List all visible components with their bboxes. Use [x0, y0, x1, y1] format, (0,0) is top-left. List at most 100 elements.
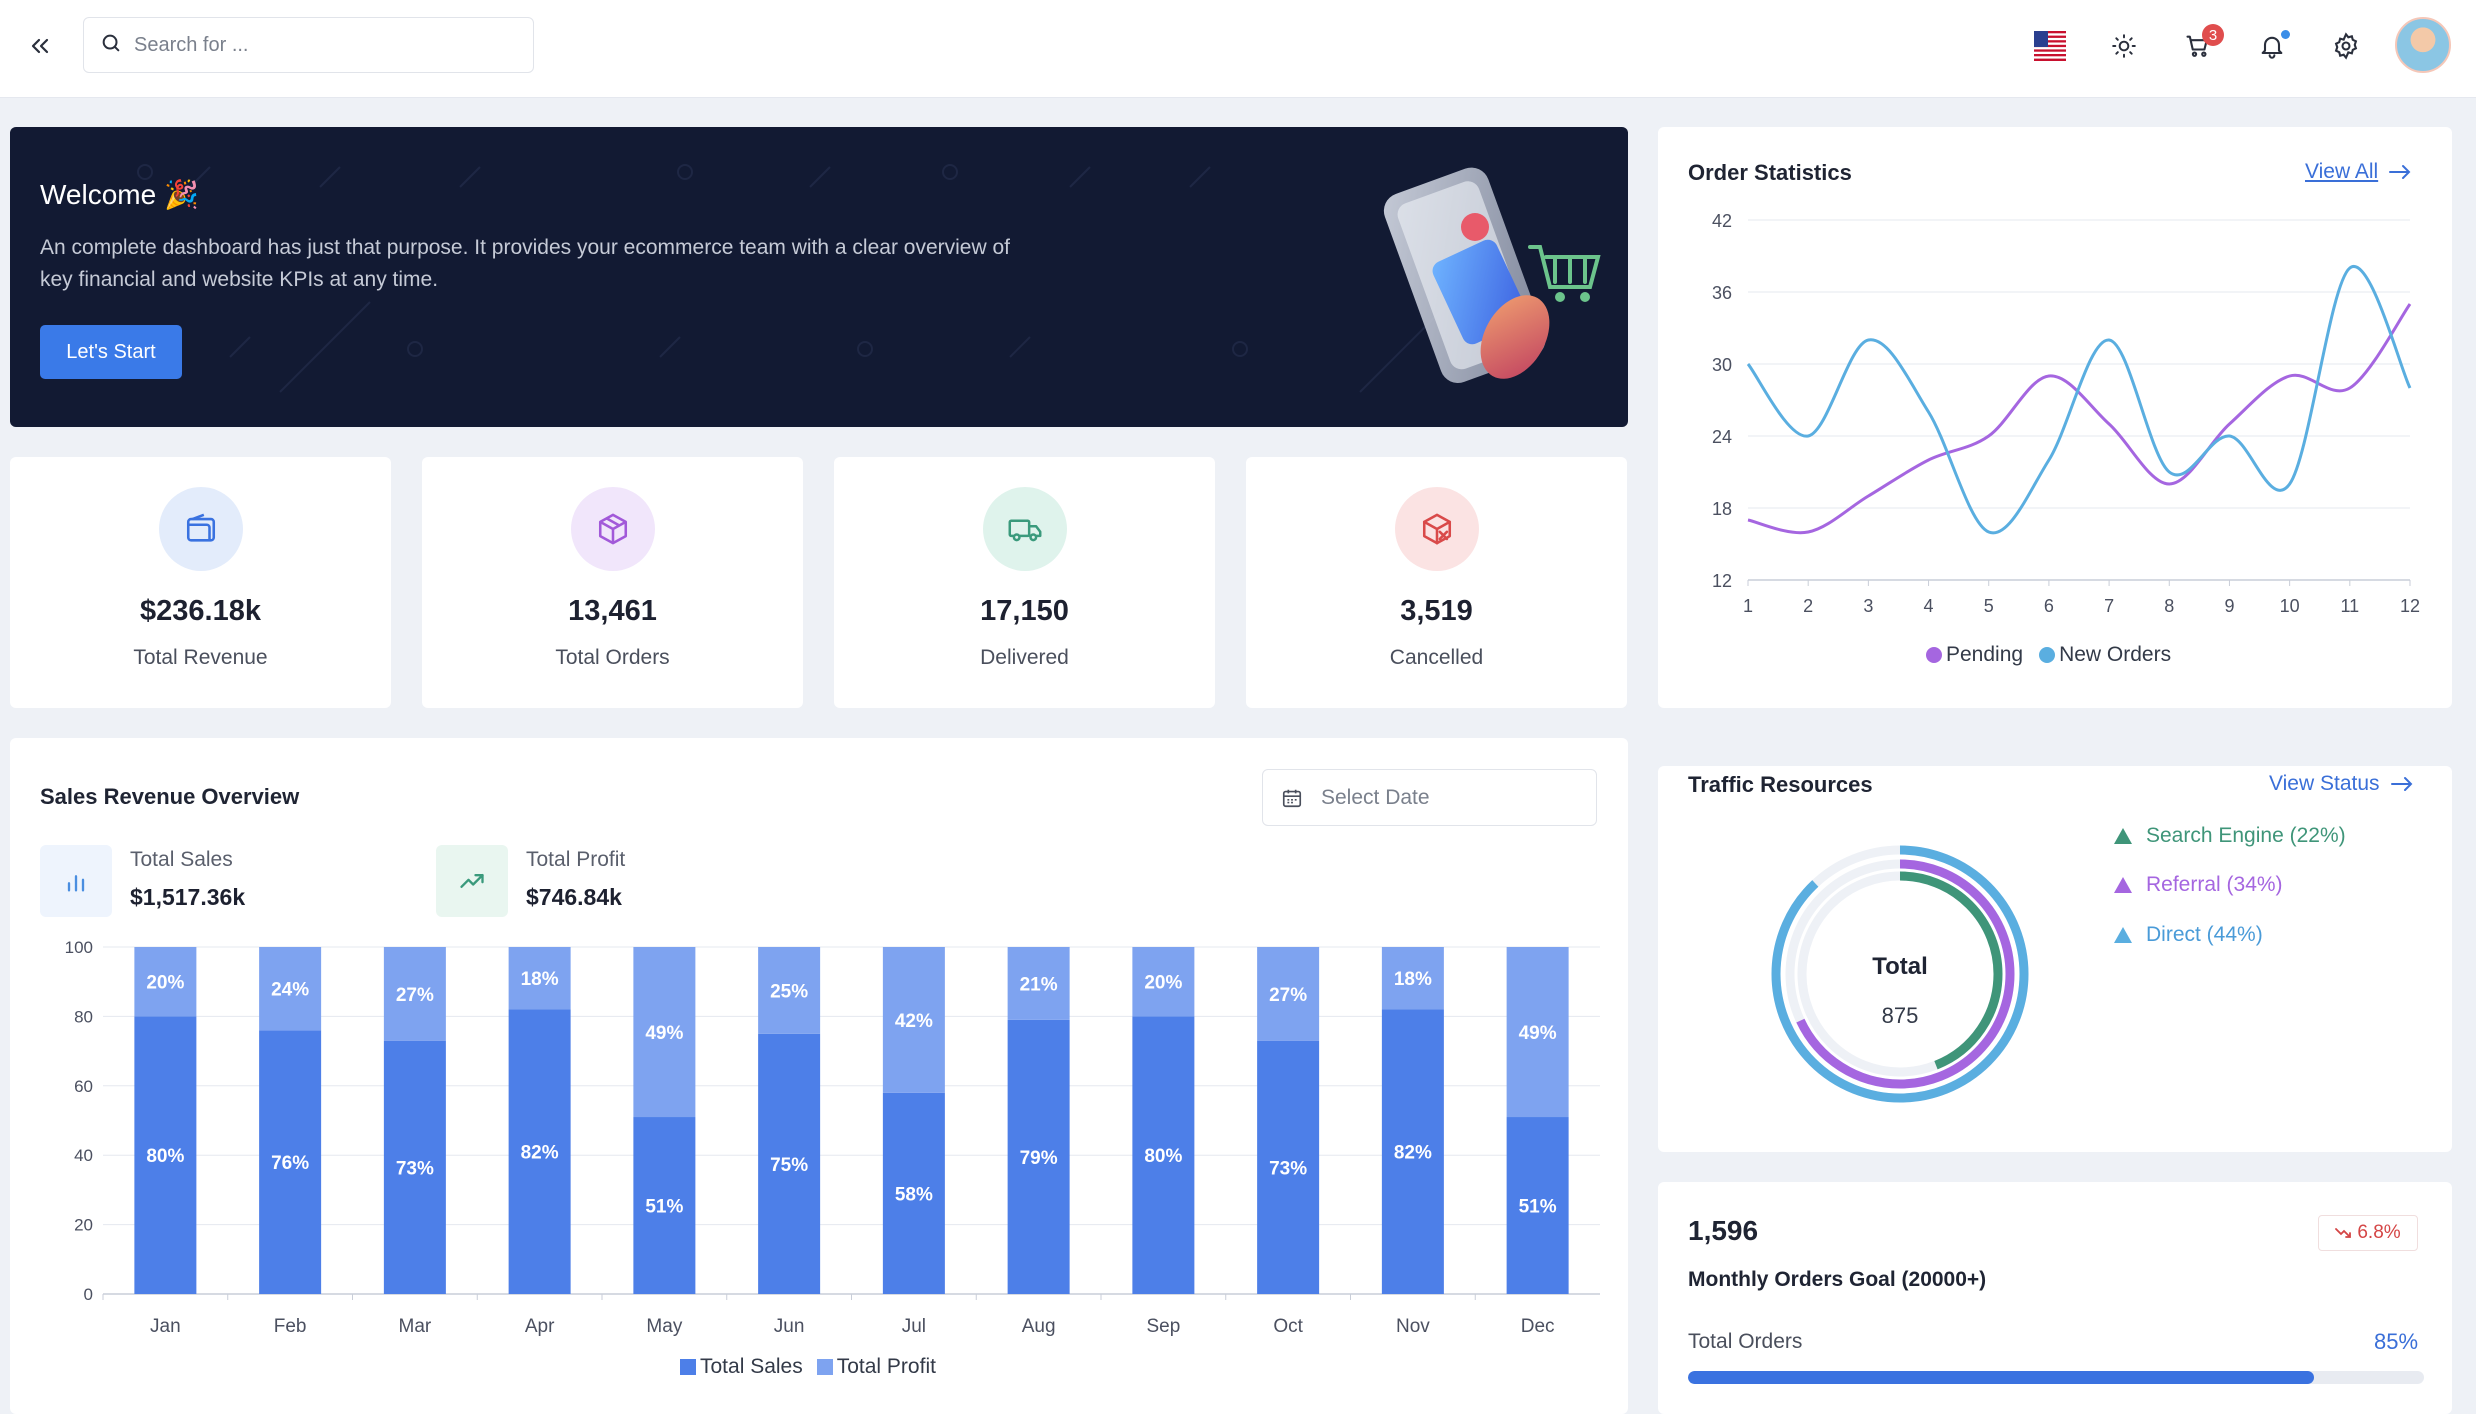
goal-progress-fill	[1688, 1371, 2314, 1384]
triangle-up-icon	[2114, 927, 2132, 943]
x-tick-label: Oct	[1273, 1316, 1303, 1337]
change-badge: 6.8%	[2318, 1215, 2418, 1251]
chevrons-left-icon[interactable]	[20, 26, 60, 66]
select-date-placeholder: Select Date	[1321, 785, 1430, 809]
legend-new-orders[interactable]: New Orders	[2039, 643, 2171, 667]
bar-total-profit	[1007, 947, 1070, 1020]
bar-total-sales	[134, 1016, 197, 1294]
bar-total-profit	[134, 947, 197, 1017]
bar-total-profit	[383, 947, 446, 1041]
stat-card-total-revenue: $236.18k Total Revenue	[10, 457, 391, 708]
bar-total-sales	[1506, 1117, 1569, 1294]
x-tick-label: 12	[2400, 596, 2420, 616]
search-input[interactable]	[134, 33, 494, 57]
bar-data-label: 27%	[396, 985, 434, 1006]
y-tick-label: 20	[74, 1216, 93, 1235]
bar-total-profit	[758, 947, 821, 1034]
bell-icon[interactable]	[2248, 22, 2296, 70]
x-tick-label: Apr	[525, 1316, 555, 1337]
sales-revenue-title: Sales Revenue Overview	[40, 784, 300, 809]
y-tick-label: 80	[74, 1007, 93, 1026]
total-sales-value: $1,517.36k	[130, 884, 246, 910]
select-date-input[interactable]: Select Date	[1262, 769, 1597, 826]
bar-total-profit	[882, 947, 945, 1093]
lets-start-button[interactable]: Let's Start	[40, 325, 182, 379]
cart-badge: 3	[2202, 24, 2224, 46]
x-tick-label: Nov	[1396, 1316, 1430, 1337]
trending-down-icon	[2335, 1228, 2352, 1238]
bar-data-label: 79%	[1020, 1148, 1058, 1169]
welcome-banner: Welcome 🎉 An complete dashboard has just…	[10, 127, 1628, 427]
avatar[interactable]	[2395, 17, 2451, 73]
y-tick-label: 100	[65, 938, 93, 957]
bar-data-label: 49%	[645, 1023, 683, 1044]
top-bar: 3	[0, 0, 2476, 98]
stat-label: Delivered	[980, 646, 1069, 669]
bar-data-label: 80%	[1144, 1146, 1182, 1167]
bar-data-label: 20%	[1144, 973, 1182, 994]
bar-total-profit	[1381, 947, 1444, 1010]
ring-search-engine	[1797, 871, 2003, 1077]
bar-data-label: 18%	[1394, 969, 1432, 990]
goal-progress-bar	[1688, 1371, 2424, 1384]
x-tick-label: Jan	[150, 1316, 181, 1337]
view-status-link[interactable]: View Status	[2269, 772, 2414, 796]
us-flag-icon[interactable]	[2026, 22, 2074, 70]
bar-data-label: 73%	[1269, 1158, 1307, 1179]
bar-data-label: 27%	[1269, 985, 1307, 1006]
bar-data-label: 42%	[895, 1011, 933, 1032]
x-tick-label: Mar	[399, 1316, 432, 1337]
truck-icon	[982, 487, 1067, 571]
stat-value: $236.18k	[140, 595, 261, 627]
calendar-icon	[1282, 789, 1302, 807]
cart-icon[interactable]: 3	[2174, 22, 2224, 70]
welcome-title: Welcome 🎉	[40, 179, 199, 210]
view-status-label: View Status	[2269, 772, 2380, 795]
x-tick-label: Feb	[274, 1316, 307, 1337]
ring-direct	[1771, 845, 2029, 1103]
donut-center-label: Total	[1872, 953, 1928, 980]
stat-value: 13,461	[568, 595, 657, 627]
x-tick-label: Sep	[1146, 1316, 1180, 1337]
y-tick-label: 60	[74, 1077, 93, 1096]
bar-data-label: 75%	[770, 1155, 808, 1176]
gear-icon[interactable]	[2322, 22, 2370, 70]
notification-dot	[2281, 30, 2290, 39]
bar-total-profit	[1506, 947, 1569, 1118]
x-tick-label: 5	[1984, 596, 1994, 616]
bar-data-label: 51%	[1519, 1197, 1557, 1218]
x-tick-label: 4	[1924, 596, 1934, 616]
order-statistics-legend: Pending New Orders	[1926, 643, 2171, 667]
legend-total-profit[interactable]: Total Profit	[816, 1355, 936, 1379]
bar-total-sales	[508, 1009, 571, 1294]
y-tick-label: 36	[1712, 283, 1732, 303]
sun-icon[interactable]	[2100, 22, 2148, 70]
legend-total-sales[interactable]: Total Sales	[680, 1355, 803, 1379]
series-line-new-orders	[1746, 265, 2412, 535]
donut-center-value: 875	[1881, 1003, 1919, 1028]
x-tick-label: Aug	[1022, 1316, 1056, 1337]
stat-value: 3,519	[1400, 595, 1473, 627]
x-tick-label: 9	[2224, 596, 2234, 616]
traffic-item-direct: Direct (44%)	[2114, 923, 2263, 947]
traffic-donut-chart	[1771, 845, 2029, 1103]
legend-pending[interactable]: Pending	[1926, 643, 2023, 667]
bar-data-label: 80%	[146, 1146, 184, 1167]
sales-revenue-legend: Total Sales Total Profit	[680, 1355, 936, 1379]
arrow-right-icon	[2390, 777, 2412, 791]
bar-total-sales	[758, 1033, 821, 1294]
bar-total-sales	[882, 1092, 945, 1294]
ring-referral	[1785, 859, 2015, 1089]
bar-data-label: 24%	[271, 980, 309, 1001]
view-all-link[interactable]: View All	[2305, 160, 2412, 184]
bar-total-sales	[383, 1040, 446, 1294]
box-icon	[570, 487, 655, 571]
search-box[interactable]	[83, 17, 534, 73]
triangle-up-icon	[2114, 877, 2132, 893]
y-tick-label: 24	[1712, 427, 1732, 447]
view-all-label: View All	[2305, 160, 2379, 183]
banner-pattern	[137, 164, 1451, 393]
x-tick-label: 2	[1803, 596, 1813, 616]
bar-chart-icon	[40, 845, 112, 917]
series-line-pending	[1747, 303, 2412, 535]
